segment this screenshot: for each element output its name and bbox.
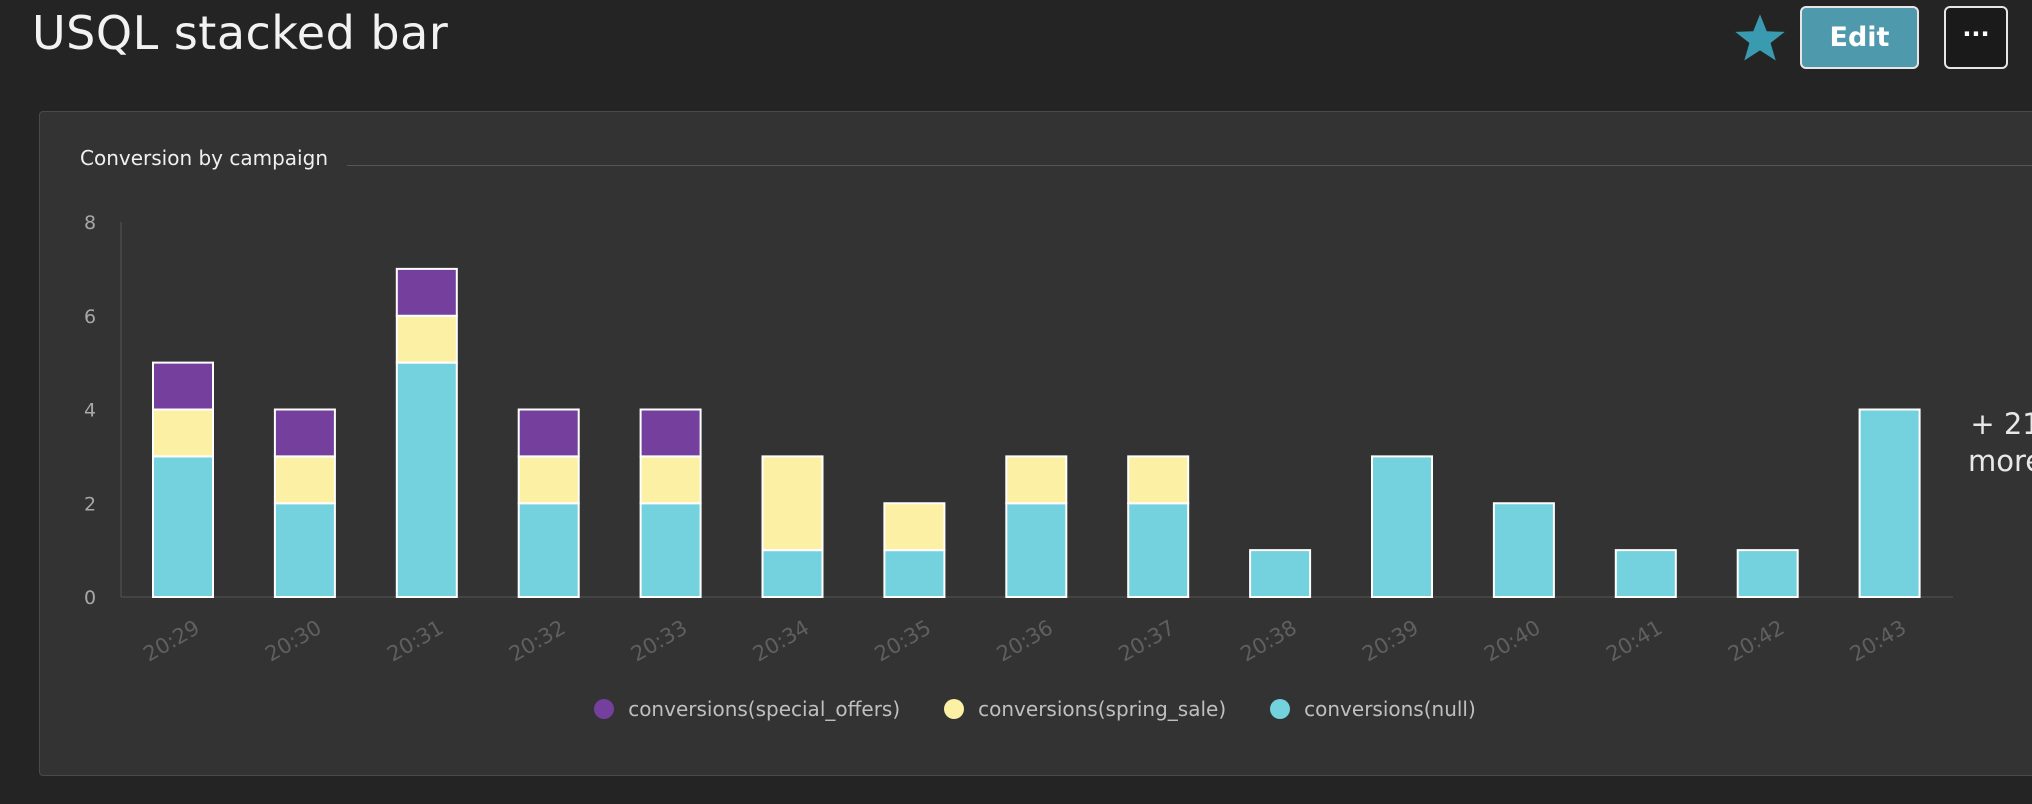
- edit-button[interactable]: Edit: [1800, 6, 1919, 69]
- bar-segment: [273, 408, 336, 458]
- more-series-label: more: [1968, 444, 2032, 478]
- x-tick-label: 20:39: [1358, 615, 1422, 666]
- x-tick-label: 20:42: [1724, 615, 1788, 666]
- bar-segment: [152, 408, 214, 458]
- chart-legend: conversions(special_offers) conversions(s…: [40, 697, 2030, 721]
- bar-segment: [517, 502, 580, 598]
- bar-segment: [1249, 549, 1312, 598]
- x-tick-label: 20:29: [139, 615, 203, 666]
- bar-segment: [883, 549, 946, 598]
- legend-label: conversions(spring_sale): [978, 697, 1227, 721]
- x-tick-label: 20:31: [383, 615, 447, 666]
- bar-segment: [1614, 549, 1677, 598]
- bar-segment: [395, 361, 458, 598]
- title-divider: [347, 165, 2032, 166]
- bar-segment: [1492, 502, 1555, 598]
- legend-label: conversions(special_offers): [628, 697, 901, 721]
- x-tick-label: 20:35: [871, 615, 935, 666]
- bar-segment: [639, 455, 702, 505]
- x-tick-label: 20:38: [1236, 615, 1300, 666]
- legend-label: conversions(null): [1304, 697, 1476, 721]
- legend-item[interactable]: conversions(special_offers): [594, 697, 900, 721]
- bar-segment: [395, 314, 458, 364]
- bar-segment: [1005, 502, 1068, 598]
- x-tick-label: 20:30: [261, 615, 325, 666]
- tile-title: Conversion by campaign: [80, 146, 328, 170]
- legend-swatch: [944, 699, 965, 719]
- y-tick-label: 4: [84, 400, 96, 422]
- bar-segment: [517, 455, 580, 505]
- bar-segment: [273, 455, 336, 505]
- x-tick-label: 20:37: [1114, 615, 1178, 666]
- y-tick-label: 0: [84, 587, 96, 609]
- star-icon[interactable]: [1733, 11, 1787, 65]
- x-tick-label: 20:43: [1846, 615, 1910, 666]
- y-tick-label: 2: [84, 493, 96, 515]
- legend-swatch: [594, 699, 615, 719]
- bar-segment: [883, 502, 946, 552]
- bar-segment: [273, 502, 336, 598]
- bar-segment: [1858, 408, 1921, 598]
- bar-segment: [761, 455, 824, 552]
- page-title: USQL stacked bar: [32, 6, 449, 60]
- more-series-indicator[interactable]: + 21 more: [1968, 406, 2032, 480]
- chart-tile: Conversion by campaign 0 2 4 6 8 20:29 20:30 20…: [39, 111, 2032, 776]
- y-tick-label: 6: [84, 306, 96, 328]
- legend-item[interactable]: conversions(null): [1270, 697, 1476, 721]
- more-options-button[interactable]: ···: [1944, 6, 2008, 69]
- legend-item[interactable]: conversions(spring_sale): [944, 697, 1226, 721]
- bar-segment: [1371, 455, 1433, 598]
- bar-segment: [1127, 502, 1190, 598]
- bar-segment: [639, 502, 702, 598]
- stacked-bar-chart: 0 2 4 6 8 20:29 20:30 20:31 20:32 20:33 20:34 20:35…: [84, 212, 1953, 666]
- x-tick-label: 20:33: [627, 615, 691, 666]
- bar-segment: [1736, 549, 1799, 598]
- x-tick-label: 20:32: [505, 615, 569, 666]
- bar-segment: [395, 267, 458, 317]
- legend-swatch: [1270, 699, 1291, 719]
- bar-segment: [761, 549, 824, 598]
- bar-segment: [1127, 455, 1190, 505]
- x-tick-label: 20:40: [1480, 615, 1544, 666]
- x-tick-label: 20:41: [1602, 615, 1666, 666]
- x-tick-label: 20:36: [993, 615, 1057, 666]
- y-tick-label: 8: [84, 212, 96, 234]
- bar-segment: [517, 408, 580, 458]
- more-series-count: + 21: [1970, 407, 2032, 441]
- bar-segment: [1005, 455, 1068, 505]
- bar-segment: [152, 361, 214, 411]
- bar-segment: [152, 455, 214, 598]
- bar-segment: [639, 408, 702, 458]
- x-tick-label: 20:34: [749, 615, 813, 666]
